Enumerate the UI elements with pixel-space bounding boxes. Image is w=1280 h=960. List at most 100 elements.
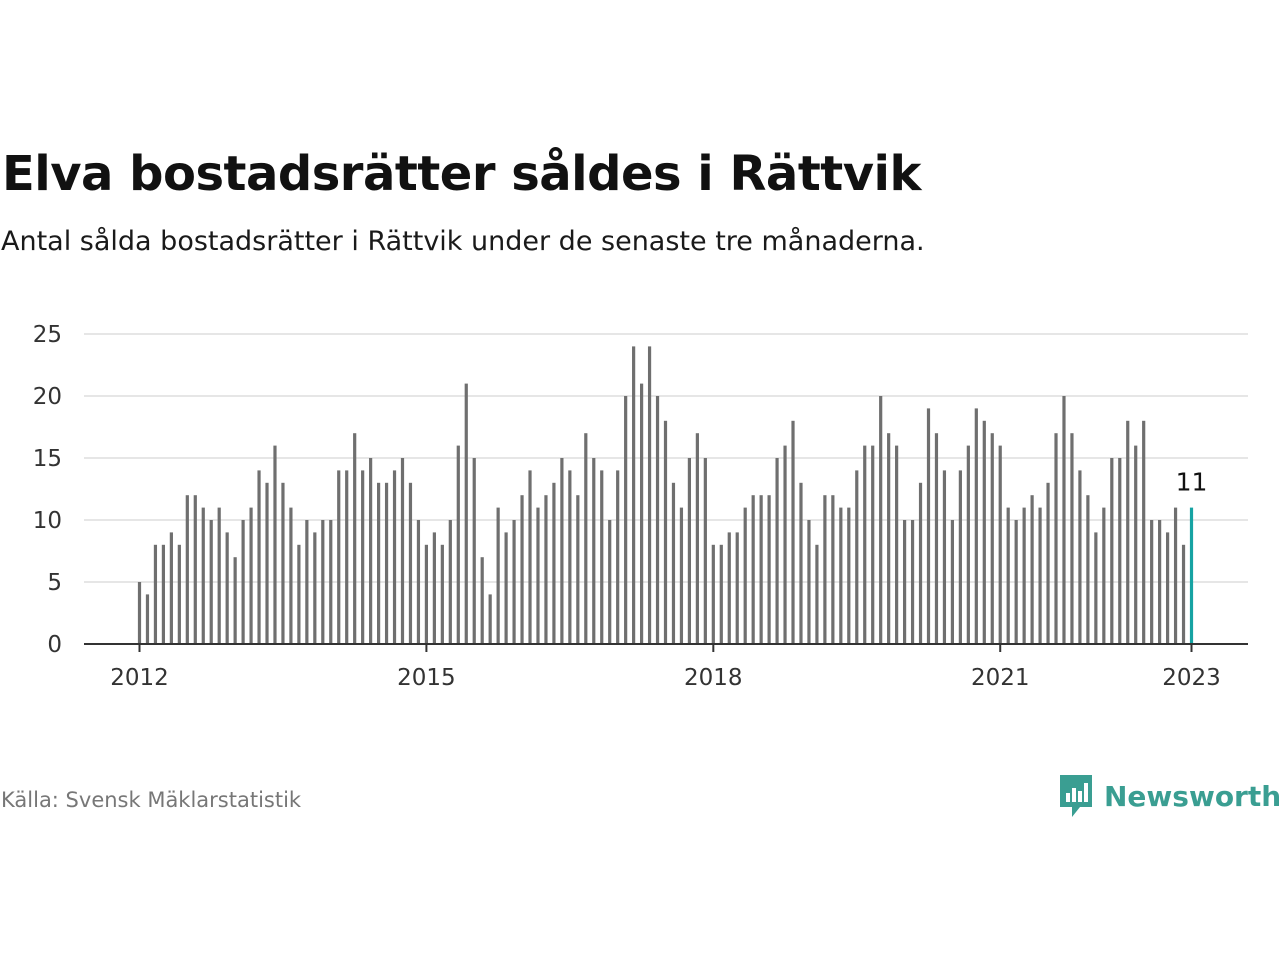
chart-subtitle: Antal sålda bostadsrätter i Rättvik unde… [1,226,925,257]
bar [1054,433,1058,644]
bar [751,495,755,644]
y-tick-label: 20 [33,384,62,410]
bar [560,458,564,644]
bar [791,420,795,644]
bar [225,532,229,644]
bars [137,346,1194,644]
x-tick-label: 2015 [397,665,456,691]
bar [265,482,269,644]
bar [1102,507,1106,644]
bar [369,458,373,644]
bar [488,594,492,644]
bar [616,470,620,644]
bar [1038,507,1042,644]
bar [719,544,723,644]
bar [799,482,803,644]
bar [313,532,317,644]
bar [217,507,221,644]
x-axis-ticks: 2012 2015 2018 2021 2023 [110,644,1221,691]
source-note: Källa: Svensk Mäklarstatistik [1,788,302,812]
bar [727,532,731,644]
bar [281,482,285,644]
bar [512,520,516,644]
bar [934,433,939,644]
bar [464,383,468,644]
bar [568,470,572,644]
bar [895,445,899,644]
bar [655,396,660,644]
bar [807,520,811,644]
bar [1173,507,1178,644]
bar [711,544,715,644]
bar [145,594,150,644]
bar [400,458,405,644]
bar [241,520,245,644]
bar [831,495,835,644]
bar [823,495,827,644]
bar [552,482,556,644]
y-tick-label: 10 [33,508,62,534]
bar [201,507,205,644]
bar [910,520,915,644]
bar [918,482,923,644]
bar [305,520,309,644]
bar [576,495,580,644]
y-tick-label: 5 [47,570,62,596]
y-tick-label: 0 [47,632,62,658]
bar [879,396,883,644]
bar [966,445,970,644]
newsworthy-logo-icon [1060,775,1092,817]
bar [1150,520,1154,644]
bar [1118,458,1122,644]
bar [703,458,707,644]
highlight-value-label: 11 [1176,468,1208,497]
x-tick-label: 2021 [971,665,1030,691]
bar [608,520,612,644]
bar [448,520,452,644]
bar [1030,495,1034,644]
bar [392,470,397,644]
bar [536,507,540,644]
bar [1142,420,1146,644]
bar [1165,532,1170,644]
bar [735,532,739,644]
bar [584,433,588,644]
bar [345,470,349,644]
bar [950,520,955,644]
bar [974,408,978,644]
bar [902,520,907,644]
bar [321,520,325,644]
y-tick-label: 25 [33,322,62,348]
bar [639,383,644,644]
bar [783,445,787,644]
bar [384,482,389,644]
bar [958,470,962,644]
bar [592,458,596,644]
brand-name: Newsworthy [1104,779,1280,813]
bar [233,557,237,644]
bar [1046,482,1050,644]
bar [273,445,277,644]
bar [337,470,341,644]
bar [440,544,444,644]
bar [137,582,142,644]
bar [863,445,867,644]
bar [1070,433,1074,644]
bar [424,544,429,644]
bar [185,495,189,644]
bar [926,408,931,644]
bar [1181,544,1186,644]
bar [1158,520,1162,644]
bar [663,420,668,644]
bar [289,507,293,644]
bar [376,482,381,644]
bar [408,482,413,644]
bar [624,396,628,644]
bar [855,470,859,644]
bar [775,458,779,644]
bar [1086,495,1090,644]
bar [647,346,652,644]
bar [679,507,684,644]
bar [416,520,421,644]
bar [1134,445,1138,644]
